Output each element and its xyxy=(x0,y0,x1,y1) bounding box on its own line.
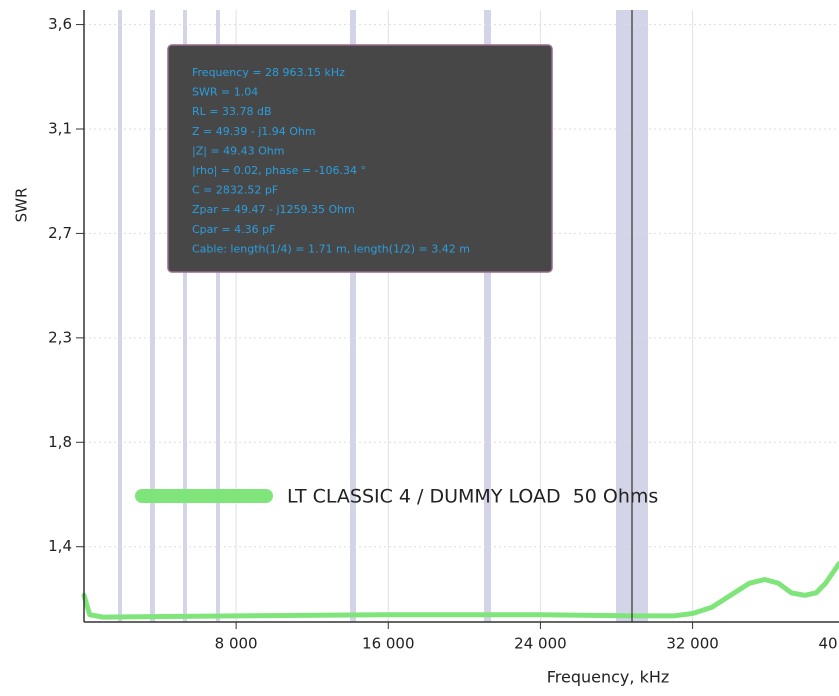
x-axis-label: Frequency, kHz xyxy=(547,668,670,687)
info-line: C = 2832.52 pF xyxy=(192,184,278,197)
x-tick-label: 32 000 xyxy=(666,635,719,653)
y-tick-label: 1,8 xyxy=(48,433,72,451)
x-tick-label: 40 000 xyxy=(818,635,839,653)
y-tick-label: 2,3 xyxy=(48,328,72,346)
info-line: SWR = 1.04 xyxy=(192,86,258,99)
y-tick-label: 2,7 xyxy=(48,224,72,242)
info-line: Zpar = 49.47 - j1259.35 Ohm xyxy=(192,203,355,216)
info-line: |rho| = 0.02, phase = -106.34 ° xyxy=(192,164,366,177)
y-tick-label: 3,1 xyxy=(48,120,72,138)
series-line xyxy=(81,561,839,620)
x-tick-label: 24 000 xyxy=(514,635,567,653)
info-box xyxy=(167,44,553,273)
info-line: Cpar = 4.36 pF xyxy=(192,223,275,236)
info-line: Z = 49.39 - j1.94 Ohm xyxy=(192,125,316,138)
y-tick-label: 3,6 xyxy=(48,15,72,33)
legend-label: LT CLASSIC 4 / DUMMY LOAD 50 Ohms xyxy=(287,486,658,508)
x-tick-label: 16 000 xyxy=(362,635,415,653)
info-line: Cable: length(1/4) = 1.71 m, length(1/2)… xyxy=(192,242,470,255)
y-axis-label: SWR xyxy=(13,188,31,223)
y-tick-label: 1,4 xyxy=(48,537,72,555)
info-line: Frequency = 28 963.15 kHz xyxy=(192,66,345,79)
info-line: |Z| = 49.43 Ohm xyxy=(192,144,285,157)
x-tick-label: 8 000 xyxy=(215,635,258,653)
info-line: RL = 33.78 dB xyxy=(192,105,272,118)
